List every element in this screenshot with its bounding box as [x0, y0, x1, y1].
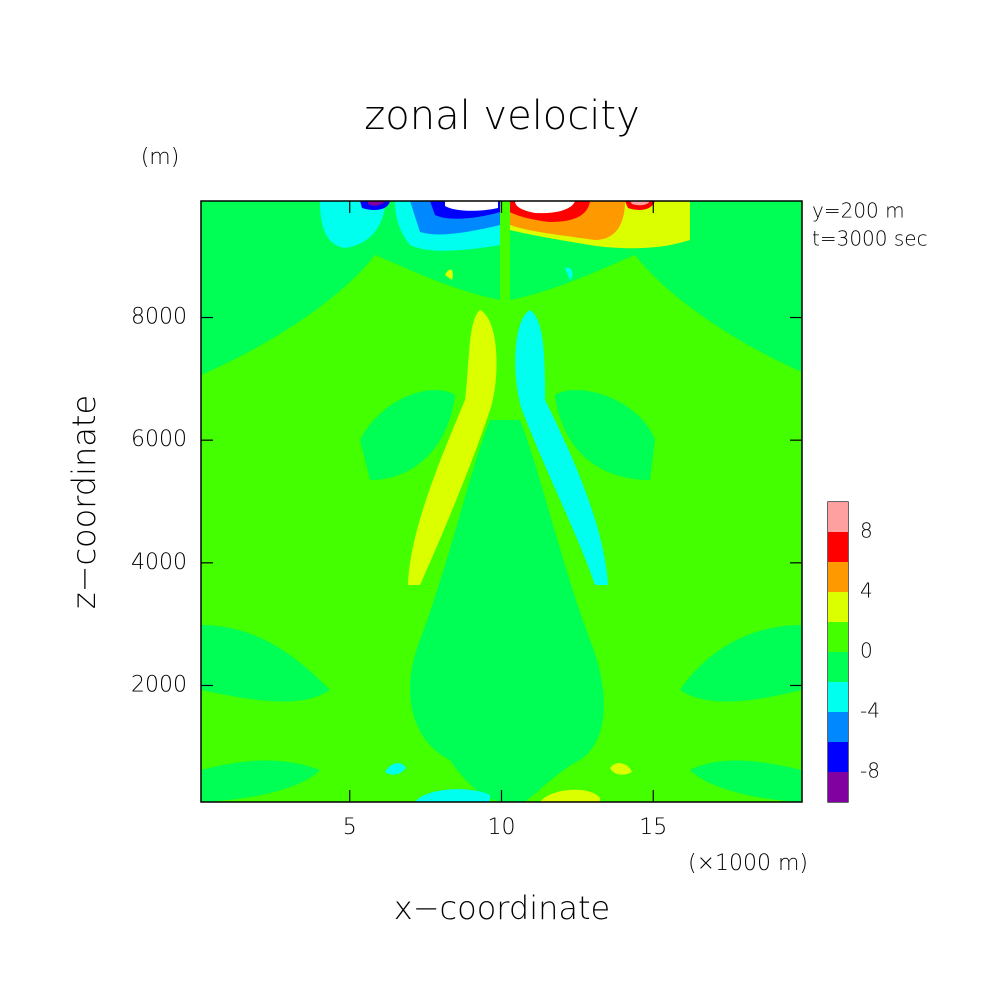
colorbar-band [828, 742, 848, 772]
contour-region [408, 310, 497, 585]
colorbar-tick-label: -4 [860, 699, 880, 723]
colorbar-band [828, 622, 848, 652]
colorbar-band [828, 712, 848, 742]
colorbar-band [828, 502, 848, 532]
y-label: z−coordinate [65, 395, 103, 609]
contour-region [445, 269, 453, 280]
contour-region [368, 201, 385, 206]
contour-field [201, 201, 802, 802]
colorbar-band [828, 532, 848, 562]
chart-title: zonal velocity [364, 93, 640, 139]
x-unit: (×1000 m) [688, 851, 808, 876]
x-tick-label: 10 [488, 815, 516, 840]
colorbar-band [828, 562, 848, 592]
colorbar-band [828, 592, 848, 622]
contour-region [201, 625, 330, 702]
contour-region [680, 625, 802, 702]
x-tick-label: 15 [639, 815, 667, 840]
x-tick-label: 5 [343, 815, 357, 840]
y-tick-label: 8000 [131, 305, 187, 330]
contour-region [565, 267, 573, 280]
contour-region-above [515, 201, 575, 214]
contour-region [610, 763, 632, 775]
x-label: x−coordinate [394, 889, 610, 927]
contour-region [385, 763, 406, 775]
colorbar-tick-label: 4 [860, 579, 873, 603]
colorbar-band [828, 772, 848, 802]
contour-region [320, 201, 385, 248]
contour-region [630, 201, 650, 206]
y-tick-label: 2000 [131, 672, 187, 697]
y-unit: (m) [141, 145, 180, 170]
contour-region [515, 310, 608, 585]
y-tick-label: 6000 [131, 427, 187, 452]
contour-region [555, 390, 655, 480]
y-tick-label: 4000 [131, 550, 187, 575]
colorbar-band [828, 682, 848, 712]
contour-region-above [445, 201, 498, 211]
colorbar-tick-label: 0 [860, 639, 873, 663]
contour-region [201, 760, 320, 802]
contour-region [690, 760, 802, 802]
colorbar-band [828, 652, 848, 682]
annotation: y=200 m [812, 199, 905, 223]
contour-region [410, 420, 604, 802]
colorbar-tick-label: -8 [860, 759, 880, 783]
contour-region [415, 789, 490, 802]
annotation: t=3000 sec [812, 227, 928, 251]
contour-region [540, 789, 600, 802]
colorbar-tick-label: 8 [860, 519, 873, 543]
contour-region [360, 390, 455, 480]
